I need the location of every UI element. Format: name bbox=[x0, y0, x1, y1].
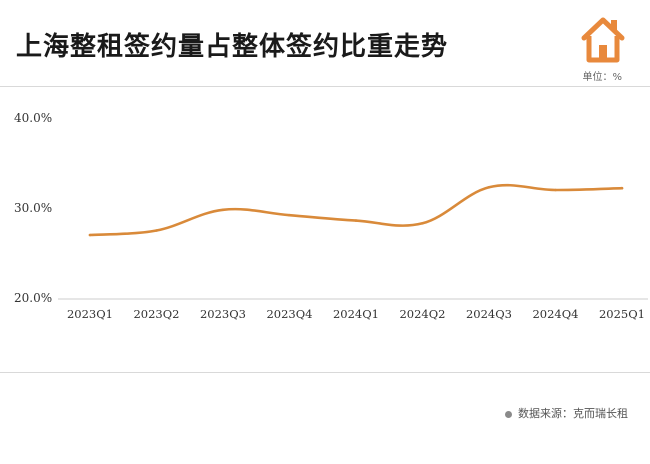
series-line bbox=[88, 183, 624, 237]
chart-title: 上海整租签约量占整体签约比重走势 bbox=[16, 32, 449, 62]
x-tick-label: 2023Q1 bbox=[67, 307, 113, 321]
x-tick-label: 2023Q2 bbox=[133, 307, 179, 321]
data-point bbox=[288, 213, 291, 217]
source-note: 数据来源：克而瑞长租 bbox=[505, 405, 628, 421]
y-tick-label: 30.0% bbox=[14, 201, 52, 215]
y-tick-label: 20.0% bbox=[14, 291, 52, 305]
x-tick-label: 2024Q1 bbox=[333, 307, 379, 321]
data-point bbox=[354, 219, 358, 222]
header-divider bbox=[0, 86, 650, 87]
line-chart: 20.0% 30.0% 40.0% 2023Q1 2023Q2 2023Q3 2023Q4… bbox=[14, 111, 648, 321]
house-icon bbox=[581, 17, 625, 63]
data-point bbox=[155, 229, 158, 232]
data-points bbox=[88, 186, 624, 237]
x-tick-label: 2023Q3 bbox=[200, 307, 246, 321]
data-point bbox=[88, 233, 92, 237]
data-point bbox=[554, 188, 557, 192]
y-axis: 20.0% 30.0% 40.0% bbox=[14, 111, 52, 305]
x-axis: 2023Q1 2023Q2 2023Q3 2023Q4 2024Q1 2024Q2 2024… bbox=[67, 307, 645, 321]
data-point bbox=[421, 222, 424, 225]
x-tick-label: 2024Q3 bbox=[466, 307, 512, 321]
x-tick-label: 2025Q1 bbox=[599, 307, 645, 321]
x-tick-label: 2024Q2 bbox=[399, 307, 445, 321]
unit-label: 单位：% bbox=[582, 72, 622, 83]
data-point bbox=[221, 208, 225, 212]
data-point bbox=[620, 186, 624, 190]
bullet-dot-icon bbox=[505, 410, 512, 418]
x-tick-label: 2023Q4 bbox=[266, 307, 312, 321]
source-text: 数据来源：克而瑞长租 bbox=[518, 407, 628, 420]
data-point bbox=[487, 186, 491, 189]
x-tick-label: 2024Q4 bbox=[532, 307, 578, 321]
footer-divider bbox=[0, 372, 650, 373]
y-tick-label: 40.0% bbox=[14, 111, 52, 125]
